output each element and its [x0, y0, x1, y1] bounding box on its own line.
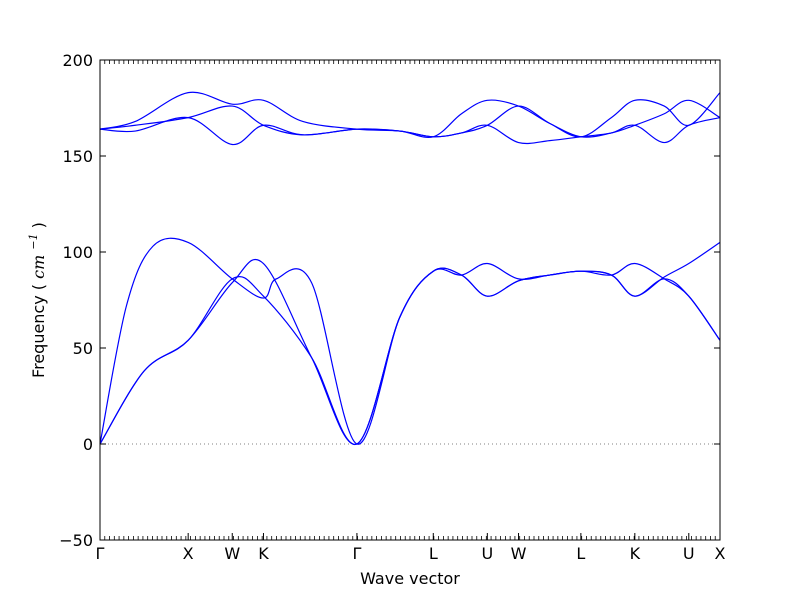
branch-line-6: [99, 91, 721, 139]
y-tick-label: 150: [62, 147, 93, 166]
y-tick-label: 100: [62, 243, 93, 262]
y-axis-label-open: (: [29, 284, 48, 290]
y-axis-label-exponent: −1: [27, 233, 40, 249]
x-tick-label-u: U: [683, 544, 695, 563]
y-axis-label: Frequency ( cm −1 ): [22, 222, 48, 378]
x-axis-label: Wave vector: [360, 569, 460, 588]
y-tick-label: 0: [83, 435, 93, 454]
y-axis-label-unit: cm: [29, 255, 48, 279]
x-tick-label-u: U: [481, 544, 493, 563]
x-tick-label-x: X: [183, 544, 194, 563]
x-tick-label-x: X: [715, 544, 726, 563]
branch-line-3: [99, 237, 721, 445]
plot-area: [99, 91, 721, 445]
y-tick-label: 200: [62, 51, 93, 70]
x-tick-label-k: K: [258, 544, 269, 563]
branch-line-2: [99, 258, 721, 445]
y-axis-label-close: ): [29, 222, 48, 228]
x-tick-label-gamma: Γ: [96, 544, 105, 563]
y-axis-label-text: Frequency: [29, 295, 48, 378]
y-tick-label: 50: [73, 339, 93, 358]
y-tick-label: −50: [59, 531, 93, 550]
x-tick-label-l: L: [429, 544, 438, 563]
x-tick-label-l: L: [576, 544, 585, 563]
x-tick-label-w: W: [224, 544, 240, 563]
x-tick-label-gamma: Γ: [352, 544, 361, 563]
plot-frame: [99, 59, 721, 541]
x-tick-label-w: W: [511, 544, 527, 563]
branch-line-5: [99, 99, 721, 138]
x-tick-label-k: K: [630, 544, 641, 563]
